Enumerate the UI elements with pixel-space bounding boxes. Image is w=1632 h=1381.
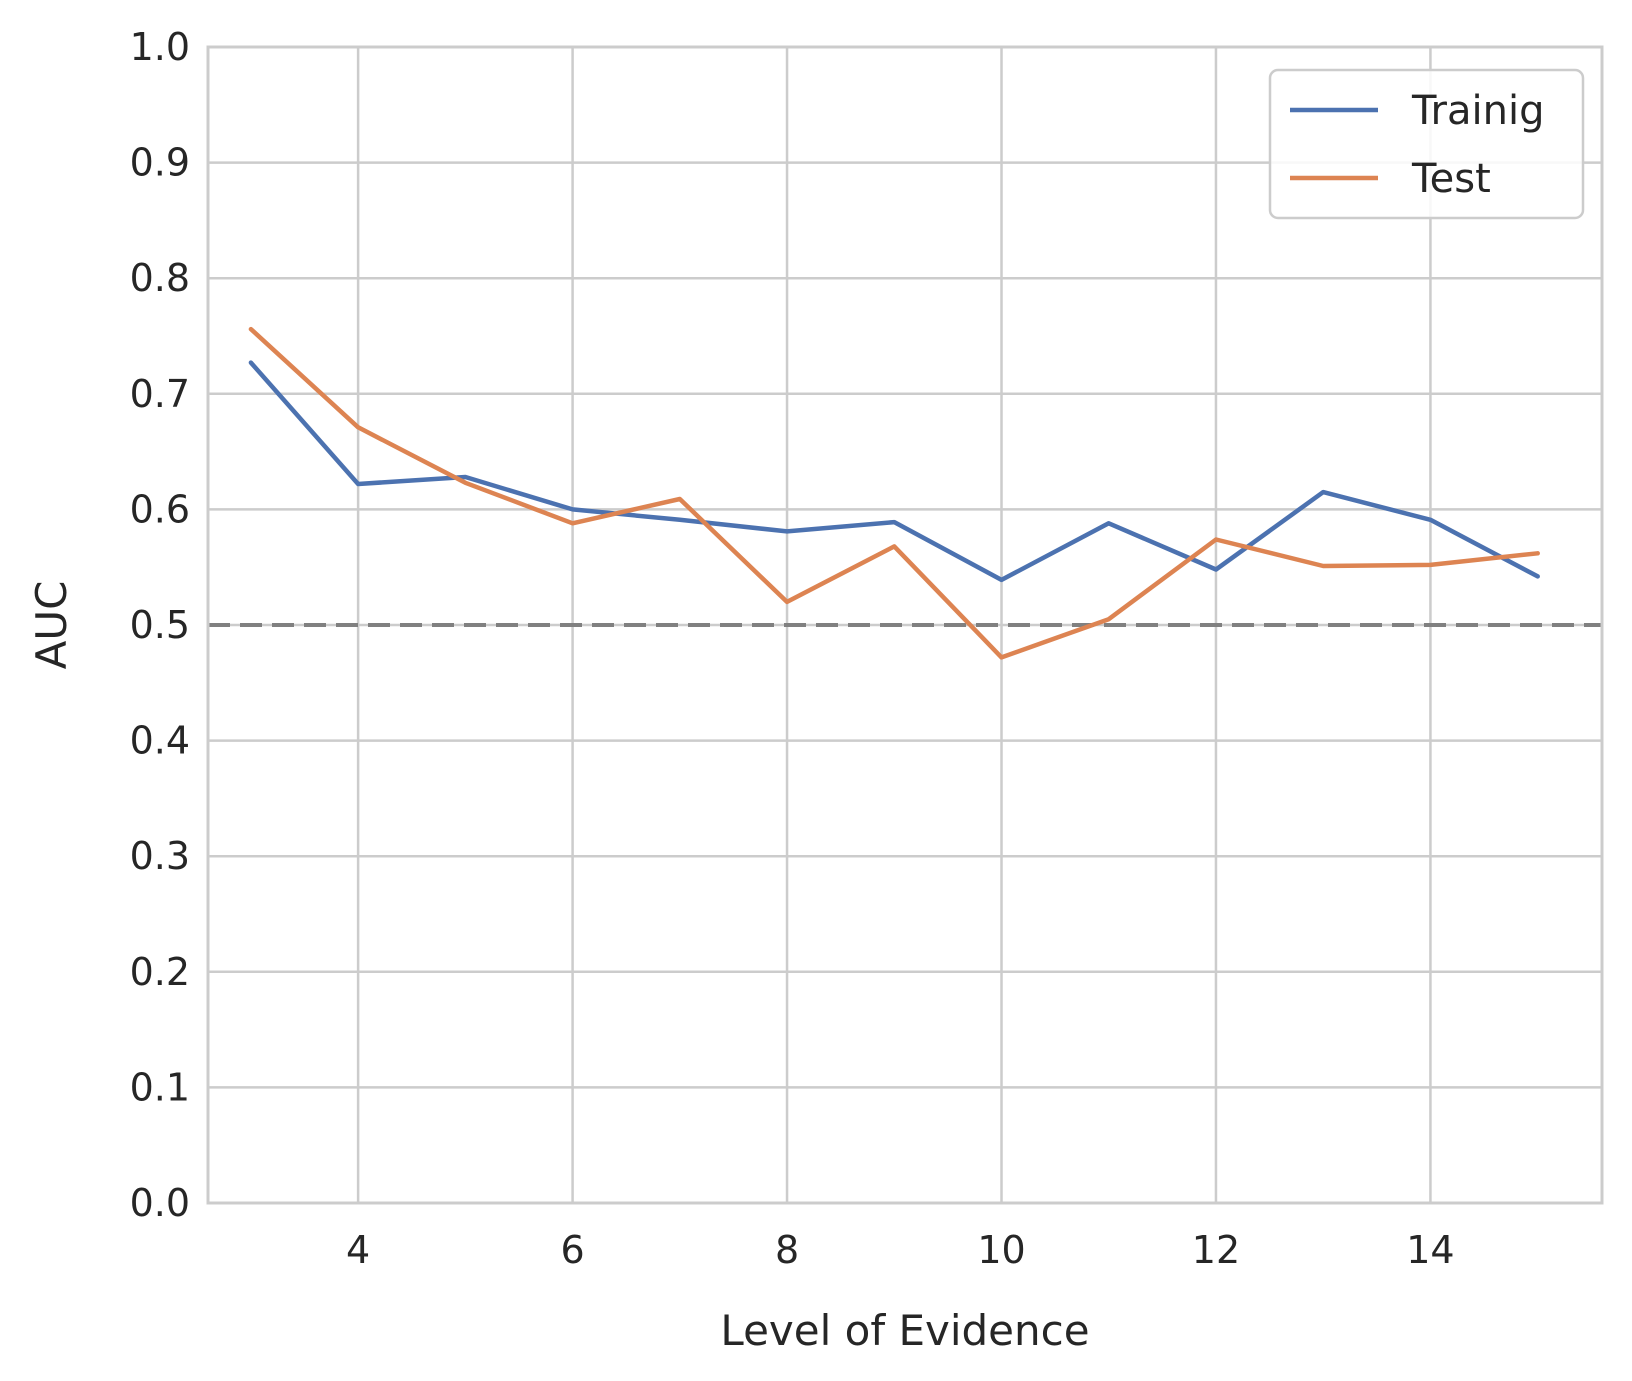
legend: Trainig Test — [1268, 68, 1585, 220]
y-tick-label: 0.8 — [130, 256, 190, 300]
y-tick-label: 0.0 — [130, 1181, 190, 1225]
series-line-trainig — [248, 360, 1540, 583]
legend-box — [1268, 68, 1585, 220]
x-tick-label: 12 — [1192, 1228, 1240, 1272]
y-tick-label: 1.0 — [130, 25, 190, 69]
plot-frame — [206, 45, 1604, 1205]
y-tick-label: 0.5 — [130, 603, 190, 647]
legend-label-test: Test — [1411, 156, 1491, 202]
x-tick-label: 4 — [346, 1228, 370, 1272]
x-tick-label: 6 — [560, 1228, 584, 1272]
y-tick-label: 0.6 — [130, 487, 190, 531]
x-axis-label: Level of Evidence — [720, 1306, 1089, 1355]
y-tick-label: 0.7 — [130, 372, 190, 416]
y-tick-label: 0.4 — [130, 719, 190, 763]
y-tick-label: 0.9 — [130, 141, 190, 185]
y-tick-label: 0.3 — [130, 834, 190, 878]
y-tick-label: 0.1 — [130, 1065, 190, 1109]
tick-labels: 0.0 0.1 0.2 0.3 0.4 0.5 0.6 0.7 0.8 0.9 1.0 4 6 8 10 12… — [130, 25, 1455, 1272]
x-tick-label: 8 — [775, 1228, 799, 1272]
y-tick-label: 0.2 — [130, 950, 190, 994]
legend-label-trainig: Trainig — [1411, 88, 1544, 134]
x-tick-label: 14 — [1406, 1228, 1454, 1272]
series-line-test — [248, 326, 1540, 660]
y-axis-label: AUC — [27, 581, 76, 670]
x-tick-label: 10 — [977, 1228, 1025, 1272]
series-group — [248, 326, 1540, 660]
